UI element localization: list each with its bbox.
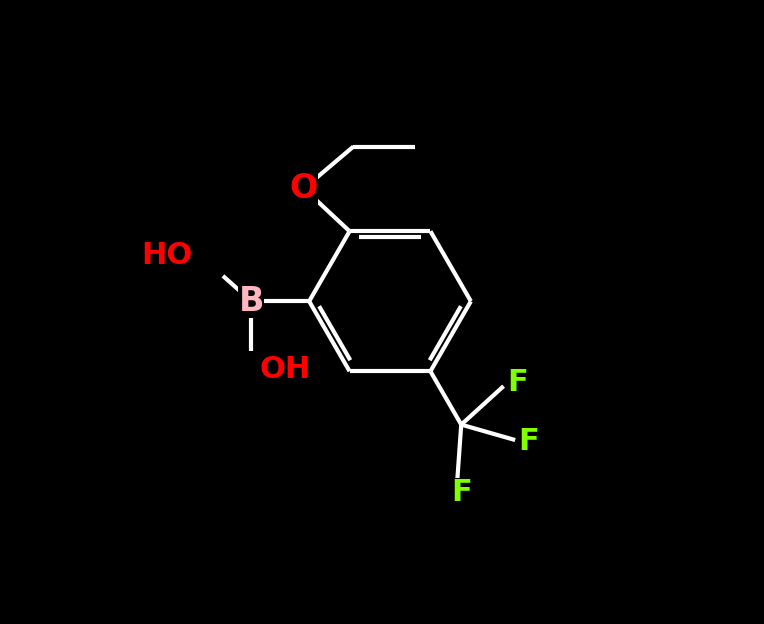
- Text: OH: OH: [259, 354, 310, 384]
- Text: F: F: [507, 368, 528, 397]
- Text: O: O: [290, 172, 318, 205]
- Text: F: F: [519, 427, 539, 456]
- Text: HO: HO: [141, 241, 192, 270]
- Text: B: B: [238, 285, 264, 318]
- Text: F: F: [451, 478, 471, 507]
